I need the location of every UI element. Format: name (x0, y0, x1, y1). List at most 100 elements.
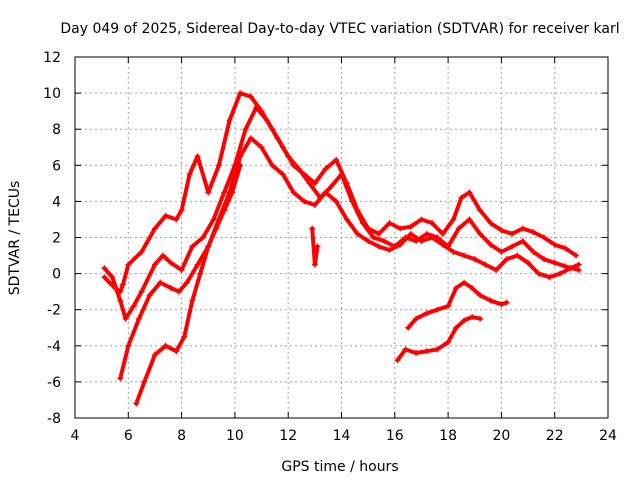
trace-b-point (575, 266, 582, 273)
y-tick-label: -8 (47, 411, 61, 427)
trace-a-point (101, 274, 108, 281)
trace-b-point (466, 216, 473, 223)
trace-c-point (535, 270, 542, 277)
trace-a-point (194, 153, 201, 160)
trace-a-point (562, 245, 569, 252)
trace-b-point (349, 198, 356, 205)
trace-c-point (397, 241, 404, 248)
trace-c-point (439, 241, 446, 248)
trace-d-point (173, 348, 180, 355)
trace-b-point (530, 248, 537, 255)
trace-c-point (125, 342, 132, 349)
trace-f-point (405, 324, 412, 331)
trace-f-point (469, 285, 476, 292)
trace-c-point (407, 230, 414, 237)
trace-f-point (434, 306, 441, 313)
trace-d-point (237, 162, 244, 169)
trace-b-point (423, 230, 430, 237)
trace-g-point (311, 261, 318, 268)
x-tick-label: 8 (177, 428, 186, 444)
trace-b-point (359, 220, 366, 227)
x-tick-label: 16 (386, 428, 404, 444)
trace-e-point (402, 346, 409, 353)
trace-c-point (525, 259, 532, 266)
trace-b-point (285, 153, 292, 160)
trace-f-point (498, 301, 505, 308)
trace-a-point (215, 162, 222, 169)
x-tick-label: 12 (279, 428, 297, 444)
trace-a-point (205, 189, 212, 196)
trace-c-point (194, 261, 201, 268)
x-tick-label: 18 (439, 428, 457, 444)
trace-a-point (407, 223, 414, 230)
trace-c-point (135, 315, 142, 322)
trace-b-point (541, 256, 548, 263)
trace-c-point (146, 292, 153, 299)
trace-c-point (167, 285, 174, 292)
trace-a-point (247, 93, 254, 100)
trace-a-point (226, 117, 233, 124)
trace-f-point (423, 310, 430, 317)
trace-b-point (159, 252, 166, 259)
trace-f-point (461, 279, 468, 286)
trace-a-point (333, 156, 340, 163)
trace-c-point (290, 189, 297, 196)
y-tick-label: 10 (43, 86, 61, 102)
trace-c-point (514, 252, 521, 259)
trace-a-point (162, 212, 169, 219)
trace-c-point (237, 153, 244, 160)
trace-c-point (333, 198, 340, 205)
x-tick-label: 22 (546, 428, 564, 444)
trace-a-point (375, 230, 382, 237)
trace-b-point (477, 230, 484, 237)
trace-c-point (117, 375, 124, 382)
trace-e-point (394, 357, 401, 364)
trace-a-point (178, 207, 185, 214)
trace-a-point (186, 171, 193, 178)
trace-c-point (311, 202, 318, 209)
trace-b-point (562, 263, 569, 270)
y-tick-label: 12 (43, 50, 61, 66)
trace-b-point (117, 297, 124, 304)
trace-c-point (450, 248, 457, 255)
x-tick-label: 20 (492, 428, 510, 444)
trace-d-point (133, 400, 140, 407)
trace-a-point (429, 220, 436, 227)
trace-e-point (469, 313, 476, 320)
trace-f-point (413, 315, 420, 322)
trace-b-point (138, 288, 145, 295)
x-tick-label: 24 (599, 428, 617, 444)
trace-b-point (338, 171, 345, 178)
trace-c-point (546, 274, 553, 281)
trace-c-point (471, 256, 478, 263)
trace-f-point (503, 299, 510, 306)
trace-b-point (122, 315, 129, 322)
trace-g-point (314, 243, 321, 250)
trace-a-point (530, 229, 537, 236)
trace-b-point (455, 225, 462, 232)
trace-d-point (229, 189, 236, 196)
trace-c-point (503, 256, 510, 263)
trace-b-point (151, 261, 158, 268)
trace-e-point (413, 350, 420, 357)
trace-f-line (406, 280, 509, 330)
trace-b-point (253, 104, 260, 111)
x-tick-label: 6 (124, 428, 133, 444)
trace-a-point (119, 281, 126, 288)
trace-e-point (434, 346, 441, 353)
trace-b-point (551, 259, 558, 266)
y-tick-label: 6 (52, 158, 61, 174)
trace-e-point (423, 348, 430, 355)
trace-a-point (541, 234, 548, 241)
trace-b-point (509, 243, 516, 250)
trace-a-point (311, 180, 318, 187)
trace-a-point (138, 248, 145, 255)
y-tick-label: 0 (52, 267, 61, 283)
trace-c-point (375, 243, 382, 250)
trace-a-point (498, 227, 505, 234)
x-tick-label: 14 (333, 428, 351, 444)
trace-d-point (141, 378, 148, 385)
trace-a-point (519, 225, 526, 232)
trace-b-point (498, 248, 505, 255)
